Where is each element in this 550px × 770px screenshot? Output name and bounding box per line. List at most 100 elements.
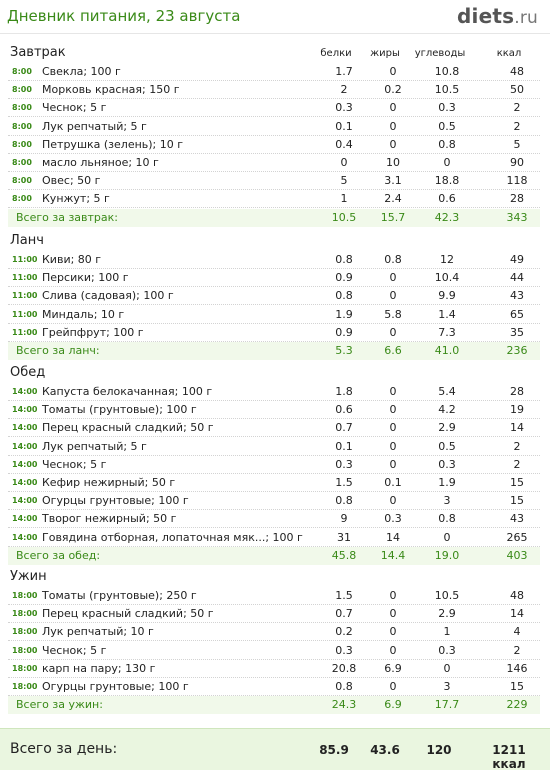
food-time: 8:00 xyxy=(12,103,32,113)
food-name: Огурцы грунтовые; 100 г xyxy=(42,494,189,508)
food-kcal: 15 xyxy=(510,680,524,693)
food-carbs: 0 xyxy=(443,661,451,675)
meal-total-protein: 24.3 xyxy=(331,698,357,712)
food-protein: 0.7 xyxy=(335,607,353,621)
meal-total-kcal: 229 xyxy=(506,698,528,712)
food-name: Чеснок; 5 г xyxy=(42,101,107,115)
food-time: 18:00 xyxy=(12,645,38,655)
food-row[interactable]: 14:00 Говядина отборная, лопаточная мяк..… xyxy=(8,529,540,547)
food-kcal: 4 xyxy=(513,625,521,639)
food-protein: 9 xyxy=(340,512,348,526)
food-row[interactable]: 18:00 Лук репчатый; 10 г 0.2 0 1 4 xyxy=(8,623,540,642)
food-time: 14:00 xyxy=(12,405,38,415)
food-row[interactable]: 14:00 Перец красный сладкий; 50 г 0.7 0 2.9 1… xyxy=(8,419,540,438)
meal-total-fat: 6.6 xyxy=(384,344,402,357)
meal-total-label: Всего за завтрак: xyxy=(16,210,119,224)
food-row[interactable]: 14:00 Капуста белокачанная; 100 г 1.8 0 5.4 2… xyxy=(8,383,540,401)
food-protein: 0.1 xyxy=(335,439,353,453)
food-time: 14:00 xyxy=(12,478,38,487)
food-name: Капуста белокачанная; 100 г xyxy=(42,385,213,398)
food-fat: 0 xyxy=(389,101,397,115)
food-row[interactable]: 18:00 Томаты (грунтовые); 250 г 1.5 0 10.5 48 xyxy=(8,587,540,605)
meal-total: Всего за ланч: 5.3 6.6 41.0 236 xyxy=(8,342,540,360)
food-kcal: 265 xyxy=(506,530,528,544)
meal-total-kcal: 403 xyxy=(506,548,528,562)
food-row[interactable]: 18:00 Чеснок; 5 г 0.3 0 0.3 2 xyxy=(8,642,540,660)
food-row[interactable]: 18:00 Перец красный сладкий; 50 г 0.7 0 2.9 1… xyxy=(8,605,540,624)
food-fat: 0 xyxy=(389,403,397,417)
meal-total-protein: 10.5 xyxy=(331,210,357,224)
food-protein: 0.8 xyxy=(335,680,353,693)
food-fat: 0.3 xyxy=(384,512,402,526)
food-row[interactable]: 14:00 Томаты (грунтовые); 100 г 0.6 0 4.2 19 xyxy=(8,401,540,420)
food-carbs: 12 xyxy=(440,253,454,266)
column-protein: белки xyxy=(320,48,352,59)
food-row[interactable]: 11:00 Миндаль; 10 г 1.9 5.8 1.4 65 xyxy=(8,306,540,324)
food-carbs: 0 xyxy=(443,156,451,169)
food-carbs: 0.3 xyxy=(438,643,456,657)
food-fat: 5.8 xyxy=(384,307,402,321)
food-name: Перец красный сладкий; 50 г xyxy=(42,607,214,621)
food-protein: 0.8 xyxy=(335,289,353,303)
food-name: Говядина отборная, лопаточная мяк...; 10… xyxy=(42,530,303,544)
food-row[interactable]: 11:00 Киви; 80 г 0.8 0.8 12 49 xyxy=(8,251,540,269)
food-carbs: 2.9 xyxy=(438,421,456,435)
food-kcal: 15 xyxy=(510,494,524,508)
day-total-protein: 85.9 xyxy=(319,743,349,757)
food-row[interactable]: 8:00 Лук репчатый; 5 г 0.1 0 0.5 2 xyxy=(8,118,540,136)
food-row[interactable]: 18:00 карп на пару; 130 г 20.8 6.9 0 146 xyxy=(8,660,540,678)
food-protein: 1.5 xyxy=(335,589,353,602)
logo-main: diets xyxy=(457,4,515,28)
food-kcal: 44 xyxy=(510,271,524,285)
food-time: 14:00 xyxy=(12,496,38,506)
food-carbs: 0.5 xyxy=(438,439,456,453)
food-time: 8:00 xyxy=(12,139,32,149)
food-row[interactable]: 14:00 Кефир нежирный; 50 г 1.5 0.1 1.9 15 xyxy=(8,474,540,492)
food-row[interactable]: 14:00 Огурцы грунтовые; 100 г 0.8 0 3 15 xyxy=(8,492,540,511)
food-row[interactable]: 8:00 масло льняное; 10 г 0 10 0 90 xyxy=(8,154,540,172)
food-row[interactable]: 8:00 Свекла; 100 г 1.7 0 10.8 48 xyxy=(8,63,540,81)
meal-total: Всего за завтрак: 10.5 15.7 42.3 343 xyxy=(8,208,540,227)
food-fat: 0 xyxy=(389,607,397,621)
food-row[interactable]: 14:00 Лук репчатый; 5 г 0.1 0 0.5 2 xyxy=(8,438,540,456)
food-row[interactable]: 8:00 Чеснок; 5 г 0.3 0 0.3 2 xyxy=(8,99,540,118)
food-fat: 0 xyxy=(389,589,397,602)
meal-total-carbs: 42.3 xyxy=(434,210,460,224)
food-protein: 2 xyxy=(340,83,348,97)
food-protein: 0.8 xyxy=(335,494,353,508)
food-row[interactable]: 11:00 Грейпфрут; 100 г 0.9 0 7.3 35 xyxy=(8,324,540,342)
food-time: 18:00 xyxy=(12,609,38,619)
day-total: Всего за день: 85.9 43.6 120 1211 ккал xyxy=(0,728,550,770)
food-fat: 14 xyxy=(386,530,400,544)
food-row[interactable]: 8:00 Петрушка (зелень); 10 г 0.4 0 0.8 5 xyxy=(8,136,540,154)
food-row[interactable]: 8:00 Кунжут; 5 г 1 2.4 0.6 28 xyxy=(8,190,540,209)
food-carbs: 7.3 xyxy=(438,325,456,339)
meal-total-kcal: 343 xyxy=(506,210,528,224)
food-protein: 0.1 xyxy=(335,119,353,133)
site-logo[interactable]: diets.ru xyxy=(457,4,538,28)
food-carbs: 0.3 xyxy=(438,457,456,471)
food-row[interactable]: 11:00 Слива (садовая); 100 г 0.8 0 9.9 43 xyxy=(8,287,540,306)
food-name: Кунжут; 5 г xyxy=(42,192,110,206)
food-row[interactable]: 14:00 Чеснок; 5 г 0.3 0 0.3 2 xyxy=(8,456,540,474)
food-row[interactable]: 8:00 Морковь красная; 150 г 2 0.2 10.5 50 xyxy=(8,81,540,100)
food-carbs: 9.9 xyxy=(438,289,456,303)
food-name: Лук репчатый; 5 г xyxy=(42,439,147,453)
food-kcal: 14 xyxy=(510,421,524,435)
food-row[interactable]: 11:00 Персики; 100 г 0.9 0 10.4 44 xyxy=(8,269,540,288)
food-fat: 10 xyxy=(386,156,400,169)
food-time: 14:00 xyxy=(12,423,38,433)
food-row[interactable]: 8:00 Овес; 50 г 5 3.1 18.8 118 xyxy=(8,172,540,191)
meal-title: Обед xyxy=(10,365,46,380)
food-row[interactable]: 18:00 Огурцы грунтовые; 100 г 0.8 0 3 15 xyxy=(8,678,540,696)
food-row[interactable]: 14:00 Творог нежирный; 50 г 9 0.3 0.8 43 xyxy=(8,510,540,529)
food-carbs: 10.5 xyxy=(434,589,460,602)
food-kcal: 2 xyxy=(513,101,521,115)
food-carbs: 5.4 xyxy=(438,385,456,398)
food-name: Петрушка (зелень); 10 г xyxy=(42,137,184,151)
food-name: Томаты (грунтовые); 100 г xyxy=(42,403,197,417)
page-header: Дневник питания, 23 августа diets.ru xyxy=(0,0,550,34)
food-fat: 0 xyxy=(389,625,397,639)
food-fat: 0 xyxy=(389,439,397,453)
food-protein: 0.3 xyxy=(335,101,353,115)
